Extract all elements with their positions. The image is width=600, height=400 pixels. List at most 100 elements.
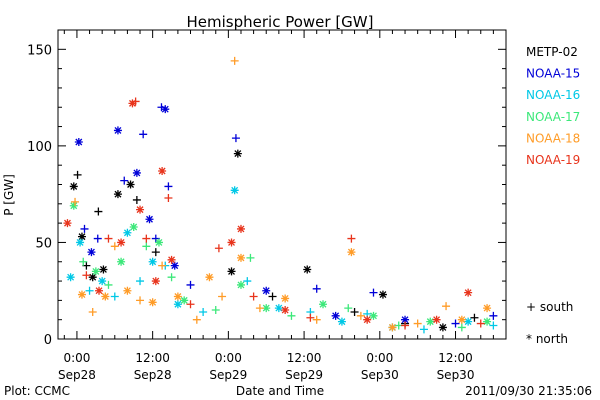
- north-point: [457, 315, 466, 324]
- x-axis-label: Date and Time: [236, 384, 324, 398]
- north-point: [123, 286, 132, 295]
- north-point: [483, 317, 492, 326]
- north-point: [464, 317, 473, 326]
- north-point: [432, 315, 441, 324]
- north-point: [63, 219, 72, 228]
- south-point: [167, 273, 176, 282]
- legend-entry: NOAA-16: [526, 88, 580, 102]
- x-tick-time-label: 12:00: [287, 351, 322, 365]
- south-point: [186, 300, 195, 309]
- south-point: [131, 97, 140, 106]
- x-tick-time-label: 0:00: [215, 351, 242, 365]
- south-point: [457, 323, 466, 332]
- north-point: [369, 311, 378, 320]
- north-point: [126, 180, 135, 189]
- legend-entry: NOAA-19: [526, 153, 580, 167]
- north-point: [378, 290, 387, 299]
- south-point: [401, 321, 410, 330]
- south-point: [79, 257, 88, 266]
- north-point: [99, 265, 108, 274]
- south-point: [419, 325, 428, 334]
- north-point: [388, 323, 397, 332]
- south-point: [312, 284, 321, 293]
- north-point: [236, 224, 245, 233]
- north-point: [426, 317, 435, 326]
- south-point: [104, 234, 113, 243]
- x-tick-time-label: 12:00: [135, 351, 170, 365]
- x-tick-date-label: Sep28: [134, 368, 172, 382]
- legend-entry: METP-02: [526, 45, 578, 59]
- south-point: [80, 224, 89, 233]
- south-point: [94, 207, 103, 216]
- south-point: [132, 195, 141, 204]
- x-tick-date-label: Sep29: [285, 368, 323, 382]
- south-point: [246, 253, 255, 262]
- north-point: [167, 255, 176, 264]
- y-tick-label: 50: [35, 236, 52, 251]
- south-point: [71, 197, 80, 206]
- plot-credit: Plot: CCMC: [4, 384, 70, 398]
- marker-legend: + south * north: [526, 300, 573, 346]
- south-point: [451, 319, 460, 328]
- north-point: [262, 286, 271, 295]
- x-tick-time-label: 0:00: [366, 351, 393, 365]
- south-point: [211, 306, 220, 315]
- south-point: [93, 234, 102, 243]
- north-point: [161, 105, 170, 114]
- y-tick-label: 150: [27, 43, 52, 58]
- south-point: [158, 261, 167, 270]
- south-point: [186, 280, 195, 289]
- south-point: [192, 315, 201, 324]
- x-tick-time-label: 12:00: [438, 351, 473, 365]
- north-point: [148, 298, 157, 307]
- south-point: [218, 292, 227, 301]
- north-point: [76, 238, 85, 247]
- north-point: [148, 257, 157, 266]
- north-point: [145, 215, 154, 224]
- south-point: [476, 319, 485, 328]
- south-point: [73, 170, 82, 179]
- north-point: [129, 222, 138, 231]
- north-point: [113, 190, 122, 199]
- north-point: [123, 228, 132, 237]
- north-point: [69, 201, 78, 210]
- north-point: [91, 267, 100, 276]
- legend: METP-02 NOAA-15 NOAA-16 NOAA-17 NOAA-18 NOAA-…: [526, 45, 580, 167]
- south-point: [287, 311, 296, 320]
- south-point: [88, 307, 97, 316]
- south-point: [230, 56, 239, 65]
- south-point: [164, 194, 173, 203]
- north-point: [180, 296, 189, 305]
- north-point: [136, 205, 145, 214]
- y-tick-label: 0: [44, 333, 52, 348]
- south-point: [306, 313, 315, 322]
- north-point: [95, 286, 104, 295]
- south-point: [82, 271, 91, 280]
- north-point: [262, 304, 271, 313]
- north-point: [230, 186, 239, 195]
- north-point: [227, 267, 236, 276]
- north-point: [128, 99, 137, 108]
- plot-timestamp: 2011/09/30 21:35:06: [465, 384, 592, 398]
- legend-entry: NOAA-15: [526, 67, 580, 81]
- north-point: [113, 126, 122, 135]
- marker-legend-north: * north: [526, 332, 568, 346]
- x-tick-time-label: 0:00: [63, 351, 90, 365]
- north-point: [117, 238, 126, 247]
- south-point: [356, 311, 365, 320]
- x-tick-date-label: Sep30: [437, 368, 475, 382]
- south-point: [110, 242, 119, 251]
- legend-entry: NOAA-18: [526, 131, 580, 145]
- south-point: [214, 244, 223, 253]
- south-point: [470, 313, 479, 322]
- north-point: [281, 294, 290, 303]
- marker-legend-south: + south: [526, 300, 573, 314]
- north-point: [170, 261, 179, 270]
- north-point: [69, 182, 78, 191]
- north-point: [87, 248, 96, 257]
- north-point: [98, 277, 107, 286]
- north-point: [319, 300, 328, 309]
- north-point: [337, 317, 346, 326]
- south-point: [142, 242, 151, 251]
